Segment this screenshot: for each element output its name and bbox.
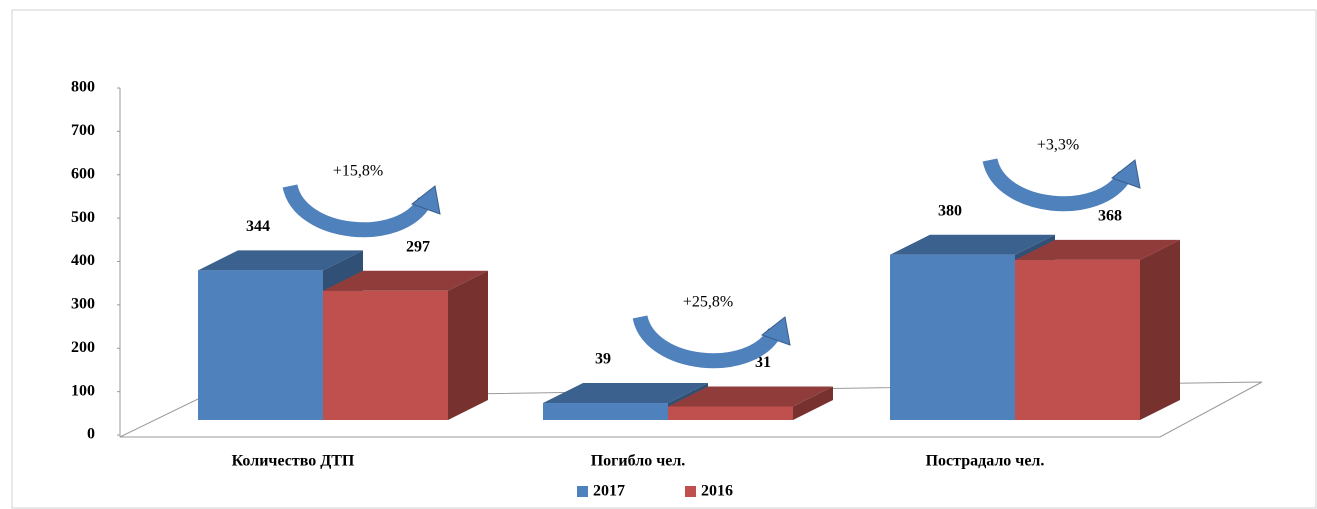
bar — [543, 403, 668, 420]
bar — [668, 406, 793, 420]
y-tick-label: 100 — [71, 382, 95, 399]
floor — [119, 381, 1263, 438]
y-tick-label: 800 — [71, 79, 95, 96]
bar — [198, 270, 323, 420]
bar-top — [543, 383, 708, 404]
bar — [1015, 259, 1140, 420]
legend-label: 2017 — [593, 483, 625, 500]
value-label: 31 — [755, 354, 771, 371]
value-label: 368 — [1098, 208, 1122, 225]
value-label: 380 — [938, 202, 962, 219]
bar — [323, 290, 448, 420]
value-label: 39 — [595, 351, 611, 368]
arrow-head — [1110, 159, 1141, 189]
x-tick-label: Погибло чел. — [591, 453, 686, 470]
x-tick-label: Пострадало чел. — [926, 453, 1045, 470]
arrow — [282, 183, 432, 238]
y-tick-label: 200 — [71, 339, 95, 356]
bar-top — [323, 270, 488, 291]
annotation: +25,8% — [683, 294, 733, 311]
y-tick-label: 600 — [71, 165, 95, 182]
x-tick-label: Количество ДТП — [232, 453, 355, 470]
value-label: 344 — [246, 218, 270, 235]
y-tick-label: 300 — [71, 296, 95, 313]
bar — [890, 254, 1015, 420]
value-label: 297 — [406, 238, 430, 255]
bar-top — [668, 386, 833, 407]
bar-top — [198, 250, 363, 271]
legend-swatch — [685, 486, 696, 497]
bar-side — [793, 386, 833, 420]
bar-side — [448, 270, 488, 420]
y-tick-label: 400 — [71, 252, 95, 269]
legend-label: 2016 — [701, 483, 733, 500]
legend-swatch — [577, 486, 588, 497]
arrow-head — [760, 316, 791, 346]
annotation: +15,8% — [333, 163, 383, 180]
arrow — [632, 314, 782, 369]
bar-side — [1140, 239, 1180, 420]
y-tick-label: 500 — [71, 209, 95, 226]
y-tick-label: 0 — [87, 426, 95, 443]
annotation: +3,3% — [1037, 137, 1079, 154]
arrow — [982, 157, 1132, 212]
y-tick-label: 700 — [71, 122, 95, 139]
bar-top — [1015, 239, 1180, 260]
arrow-head — [410, 185, 441, 215]
bar-top — [890, 234, 1055, 255]
